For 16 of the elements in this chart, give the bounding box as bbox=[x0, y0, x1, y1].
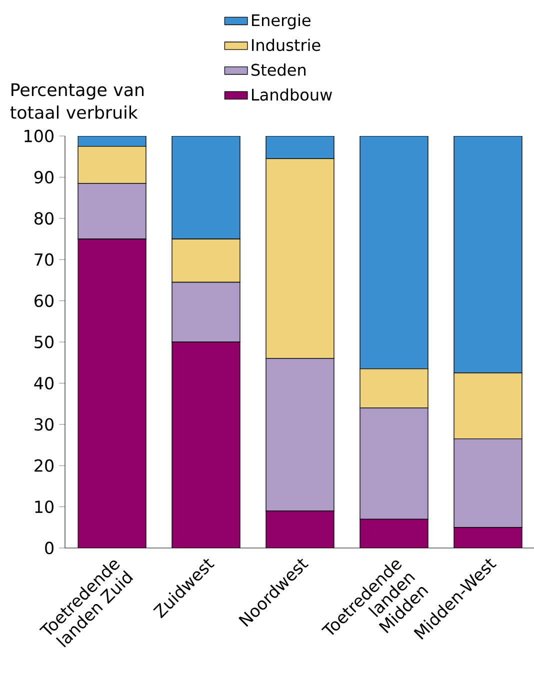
legend-label: Landbouw bbox=[252, 88, 332, 101]
y-tick-label: 0 bbox=[45, 542, 54, 554]
y-tick-label: 50 bbox=[34, 336, 54, 348]
y-tick-label: 20 bbox=[34, 459, 54, 472]
y-tick-label: 80 bbox=[34, 212, 54, 225]
y-tick-label: 60 bbox=[34, 294, 54, 308]
y-tick-label: 90 bbox=[34, 170, 54, 184]
y-tick-label: 100 bbox=[24, 130, 54, 142]
legend-label: Energie bbox=[252, 14, 310, 30]
y-tick-label: 10 bbox=[35, 500, 54, 514]
y-tick-label: 70 bbox=[34, 253, 54, 266]
legend-label: Steden bbox=[252, 64, 306, 76]
y-tick-label: 40 bbox=[34, 376, 54, 390]
y-tick-label: 30 bbox=[34, 418, 54, 431]
y-axis-title: Percentage van totaal verbruik bbox=[10, 83, 144, 119]
legend-label: Industrie bbox=[252, 38, 320, 52]
